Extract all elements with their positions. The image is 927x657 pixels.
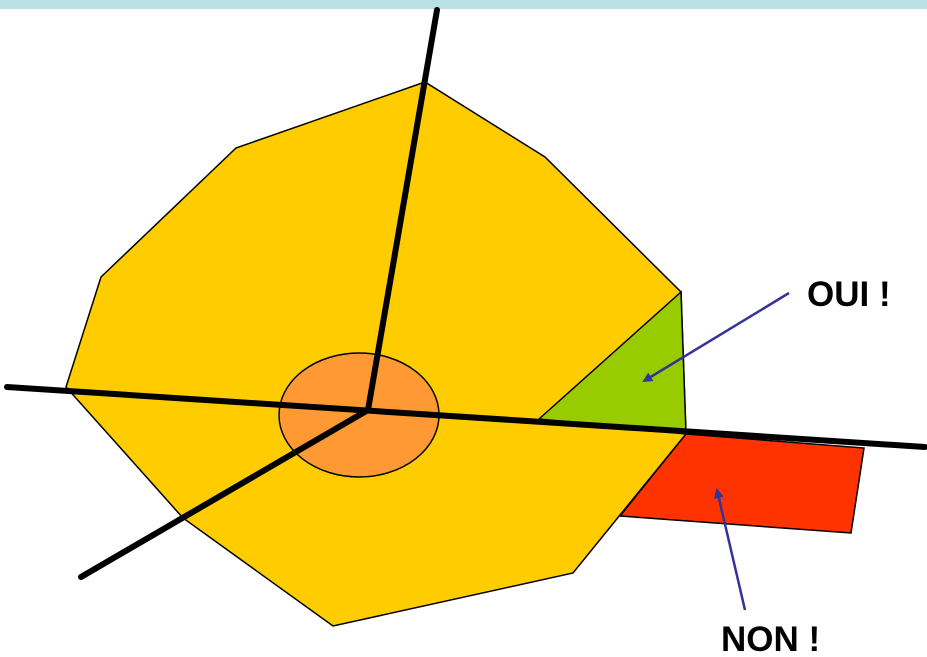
diagonal-partition-line [78, 407, 371, 580]
label-non: NON ! [721, 620, 820, 657]
arrow-to-red-region [713, 488, 747, 611]
label-oui: OUI ! [807, 275, 891, 314]
arrow-to-green-region [642, 291, 790, 383]
header-band [0, 0, 927, 9]
vertical-partition-line [365, 7, 440, 413]
horizontal-partition-line [4, 384, 927, 450]
red-region [618, 433, 865, 534]
